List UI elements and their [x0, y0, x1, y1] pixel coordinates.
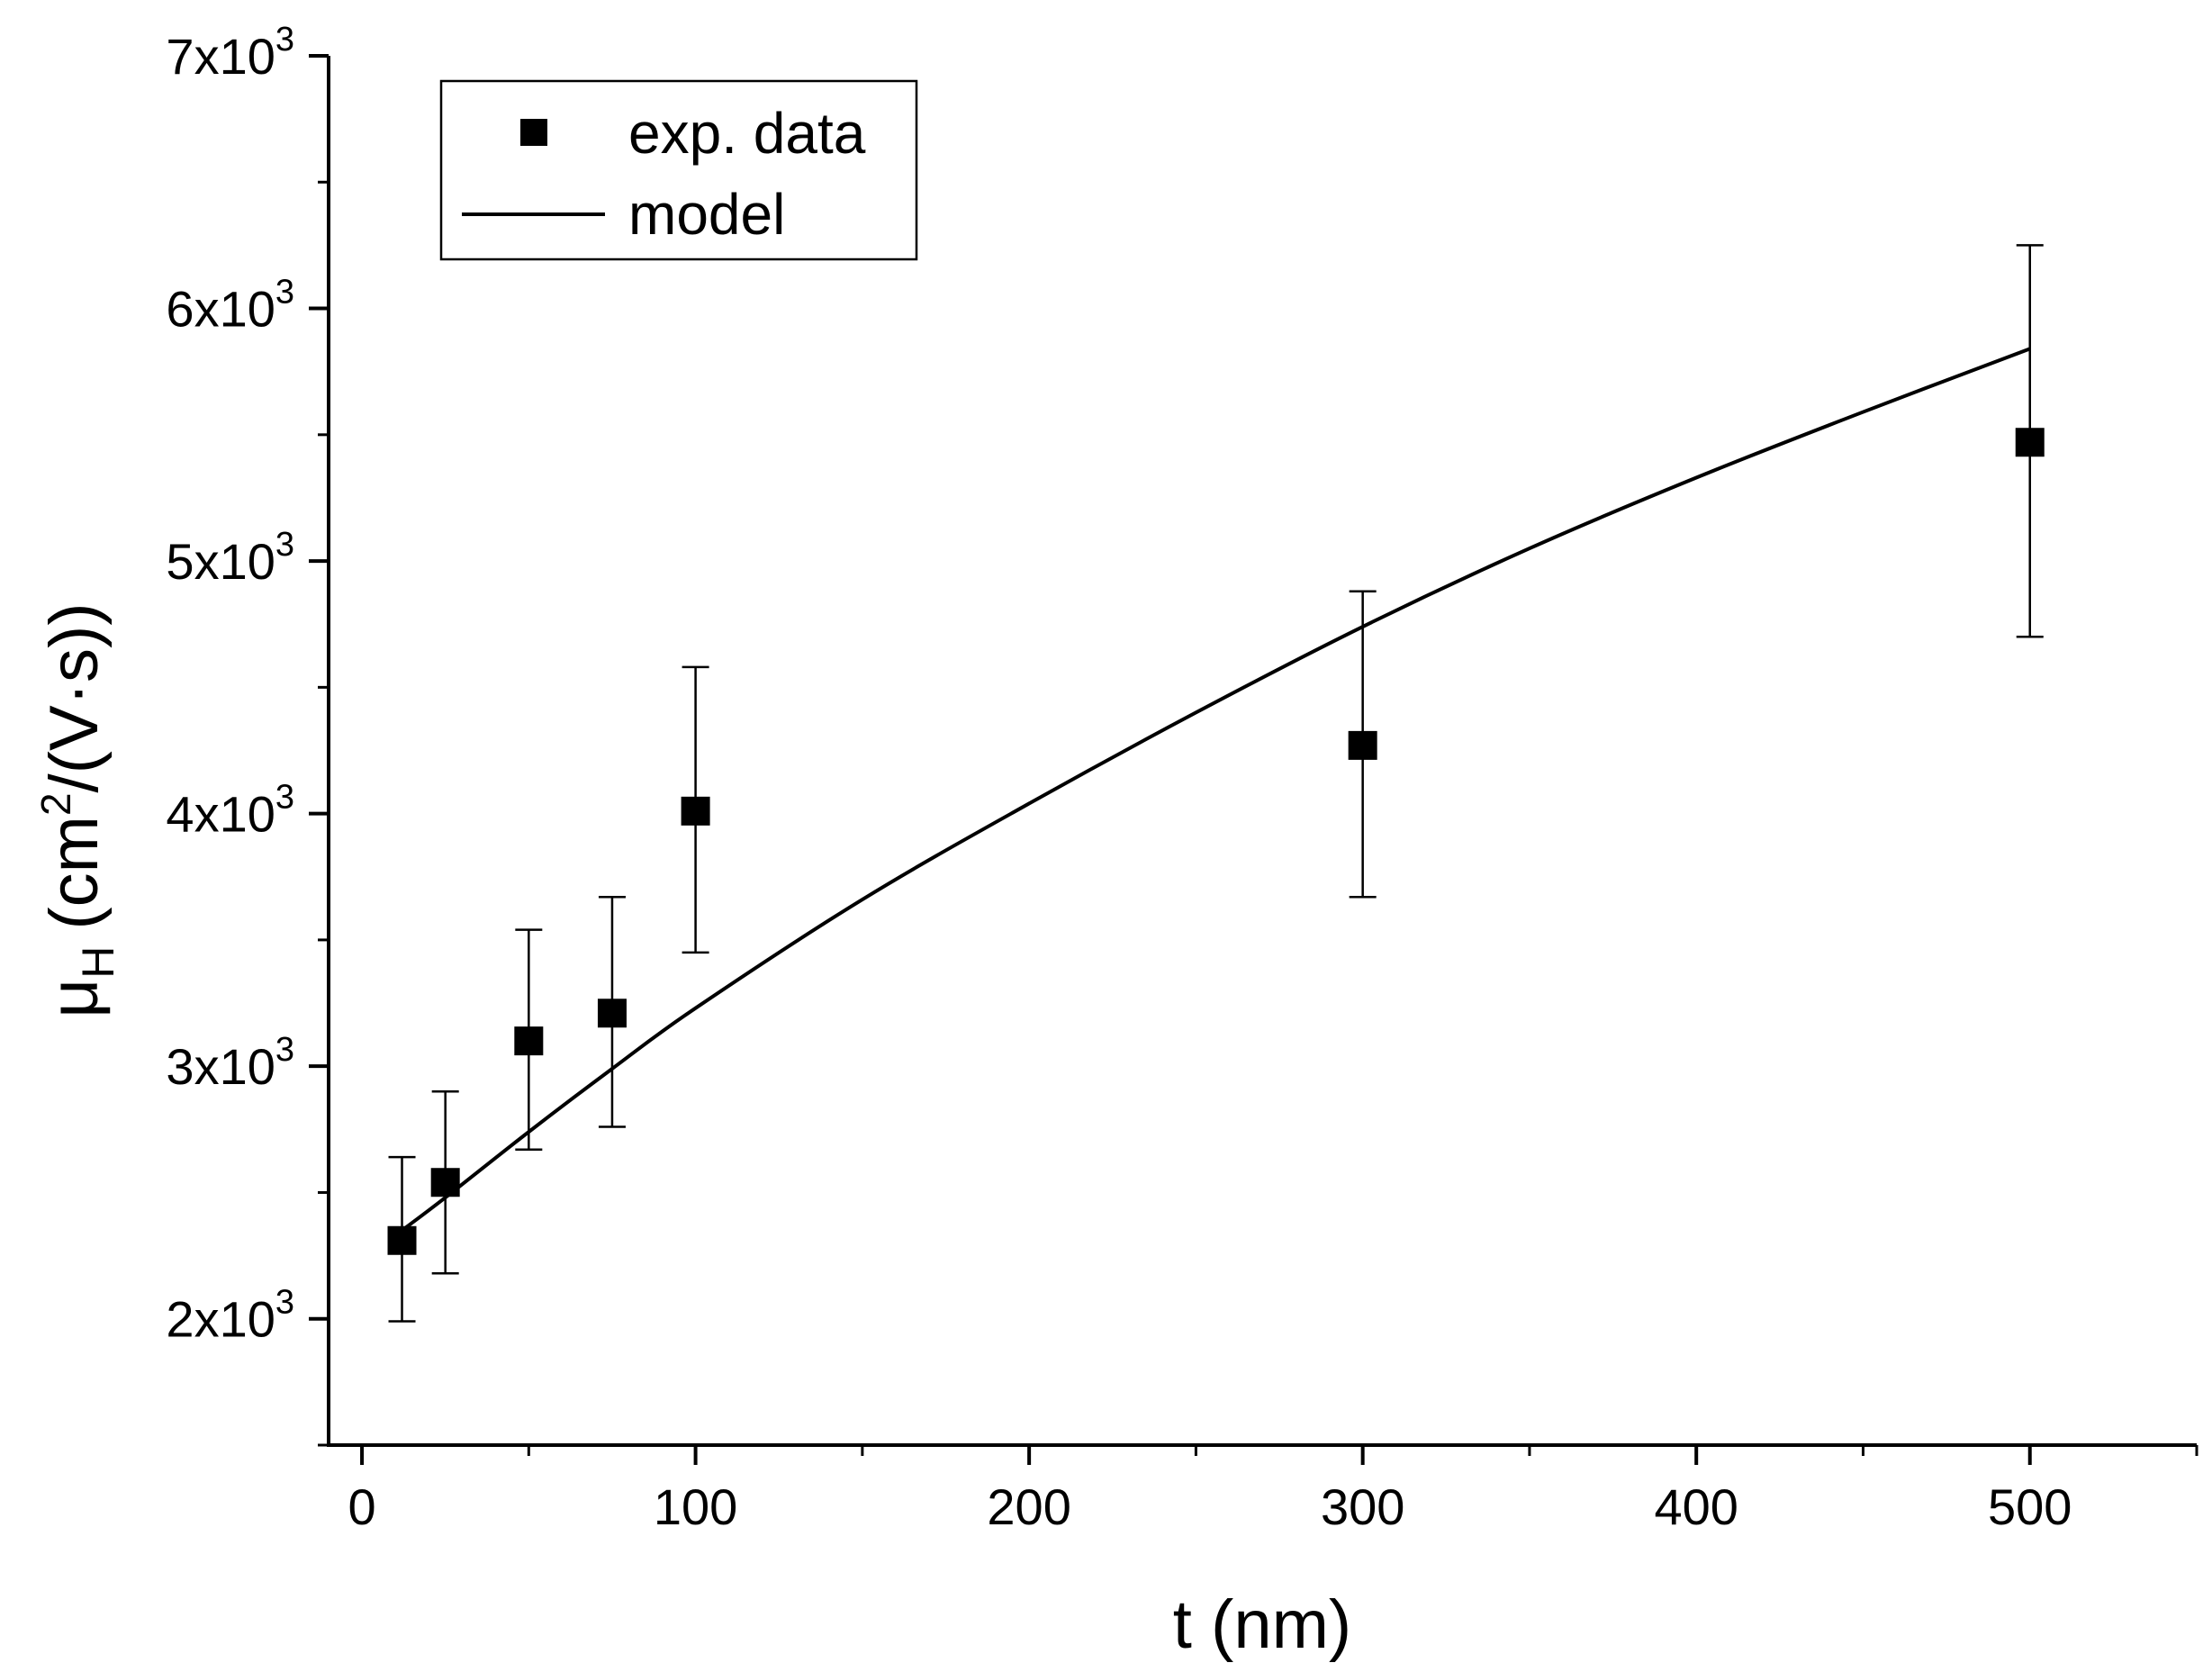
y-tick-label: 4x103: [166, 779, 294, 843]
y-axis-subscript: H: [73, 946, 123, 979]
y-tick-label: 6x103: [166, 274, 294, 338]
data-point: [2015, 428, 2045, 457]
y-tick-label: 3x103: [166, 1031, 294, 1095]
legend-box: [439, 79, 918, 261]
series-exp-data: [387, 428, 2045, 1255]
x-tick-label: 0: [348, 1478, 375, 1535]
y-axis-unit-suffix: /(V·s)): [36, 602, 113, 792]
x-axis-title: t (nm): [1173, 1586, 1351, 1663]
data-point: [597, 999, 627, 1028]
x-tick-label: 200: [987, 1478, 1070, 1535]
y-axis-symbol: μ: [36, 979, 113, 1018]
legend-marker-square-icon: [520, 119, 547, 146]
data-point: [514, 1026, 544, 1056]
x-tick-label: 500: [1988, 1478, 2072, 1535]
legend: exp. data model: [439, 79, 918, 261]
error-bars: [388, 244, 2044, 1323]
y-tick-label: 2x103: [166, 1284, 294, 1348]
series-model: [401, 347, 2031, 1233]
data-point: [387, 1225, 417, 1255]
y-tick-label: 5x103: [166, 526, 294, 590]
y-tick-label: 7x103: [166, 21, 294, 85]
x-tick-label: 300: [1321, 1478, 1404, 1535]
y-axis-unit-prefix: (cm: [36, 816, 113, 930]
data-point: [681, 796, 710, 826]
x-ticks: 0 100 200 300 400 500: [348, 1445, 2072, 1535]
x-tick-label: 400: [1654, 1478, 1738, 1535]
model-line: [401, 347, 2031, 1233]
y-axis-title: μH (cm2/(V·s)): [32, 602, 123, 1017]
y-ticks: 2x103 3x103 4x103 5x103 6x103 7x103: [166, 21, 329, 1348]
legend-label-model: model: [628, 182, 785, 247]
data-point: [1348, 730, 1377, 760]
legend-label-exp-data: exp. data: [628, 101, 866, 166]
y-axis-unit-power: 2: [32, 792, 79, 816]
x-tick-label: 100: [654, 1478, 737, 1535]
data-point: [430, 1168, 460, 1198]
